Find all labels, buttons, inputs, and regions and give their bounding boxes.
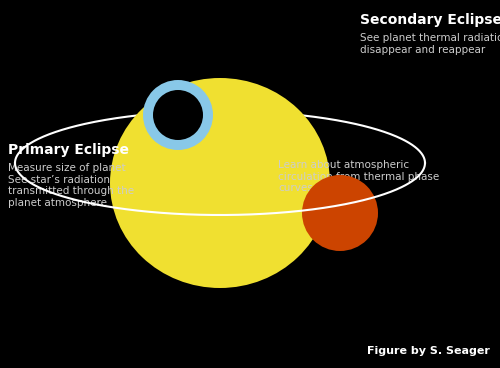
Text: Measure size of planet
See star’s radiation
transmitted through the
planet atmos: Measure size of planet See star’s radiat… bbox=[8, 163, 134, 208]
Text: See planet thermal radiation
disappear and reappear: See planet thermal radiation disappear a… bbox=[360, 33, 500, 54]
Circle shape bbox=[153, 90, 203, 140]
Circle shape bbox=[143, 80, 213, 150]
Text: Figure by S. Seager: Figure by S. Seager bbox=[367, 346, 490, 356]
Text: Primary Eclipse: Primary Eclipse bbox=[8, 143, 129, 157]
Text: Secondary Eclipse: Secondary Eclipse bbox=[360, 13, 500, 27]
Ellipse shape bbox=[110, 78, 330, 288]
Circle shape bbox=[302, 175, 378, 251]
Text: Learn about atmospheric
circulation from thermal phase
curves: Learn about atmospheric circulation from… bbox=[278, 160, 440, 193]
